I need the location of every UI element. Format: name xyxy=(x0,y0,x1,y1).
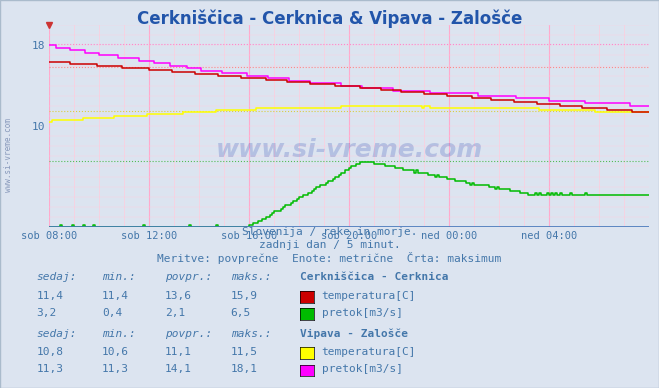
Text: 6,5: 6,5 xyxy=(231,308,251,318)
Text: Meritve: povprečne  Enote: metrične  Črta: maksimum: Meritve: povprečne Enote: metrične Črta:… xyxy=(158,252,501,264)
Text: sedaj:: sedaj: xyxy=(36,329,76,339)
Text: 10,6: 10,6 xyxy=(102,347,129,357)
Text: pretok[m3/s]: pretok[m3/s] xyxy=(322,364,403,374)
Text: zadnji dan / 5 minut.: zadnji dan / 5 minut. xyxy=(258,240,401,250)
Text: 11,4: 11,4 xyxy=(102,291,129,301)
Text: min.:: min.: xyxy=(102,272,136,282)
Text: Cerkniščica - Cerknica: Cerkniščica - Cerknica xyxy=(300,272,448,282)
Text: 2,1: 2,1 xyxy=(165,308,185,318)
Text: povpr.:: povpr.: xyxy=(165,329,212,339)
Text: 13,6: 13,6 xyxy=(165,291,192,301)
Text: 11,4: 11,4 xyxy=(36,291,63,301)
Text: 11,5: 11,5 xyxy=(231,347,258,357)
Text: temperatura[C]: temperatura[C] xyxy=(322,347,416,357)
Text: maks.:: maks.: xyxy=(231,329,271,339)
Text: www.si-vreme.com: www.si-vreme.com xyxy=(4,118,13,192)
Text: temperatura[C]: temperatura[C] xyxy=(322,291,416,301)
Text: 11,3: 11,3 xyxy=(102,364,129,374)
Text: 10,8: 10,8 xyxy=(36,347,63,357)
Text: sedaj:: sedaj: xyxy=(36,272,76,282)
Text: 15,9: 15,9 xyxy=(231,291,258,301)
Text: pretok[m3/s]: pretok[m3/s] xyxy=(322,308,403,318)
Text: www.si-vreme.com: www.si-vreme.com xyxy=(215,138,483,162)
Text: 0,4: 0,4 xyxy=(102,308,123,318)
Text: min.:: min.: xyxy=(102,329,136,339)
Text: 11,1: 11,1 xyxy=(165,347,192,357)
Text: Vipava - Zalošče: Vipava - Zalošče xyxy=(300,328,408,339)
Text: 14,1: 14,1 xyxy=(165,364,192,374)
Text: 11,3: 11,3 xyxy=(36,364,63,374)
Text: povpr.:: povpr.: xyxy=(165,272,212,282)
Text: Cerkniščica - Cerknica & Vipava - Zalošče: Cerkniščica - Cerknica & Vipava - Zalošč… xyxy=(137,10,522,28)
Text: 18,1: 18,1 xyxy=(231,364,258,374)
Text: Slovenija / reke in morje.: Slovenija / reke in morje. xyxy=(242,227,417,237)
Text: maks.:: maks.: xyxy=(231,272,271,282)
Text: 3,2: 3,2 xyxy=(36,308,57,318)
